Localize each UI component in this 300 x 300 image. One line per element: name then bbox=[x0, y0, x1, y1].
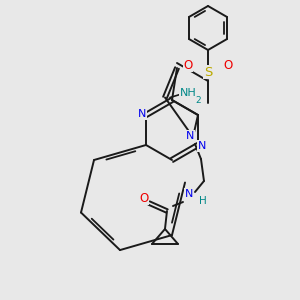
Text: N: N bbox=[138, 109, 146, 119]
Text: N: N bbox=[186, 131, 194, 141]
Text: O: O bbox=[183, 58, 193, 71]
Text: N: N bbox=[198, 141, 206, 151]
Text: O: O bbox=[140, 191, 148, 205]
Text: O: O bbox=[224, 58, 232, 71]
Text: N: N bbox=[185, 189, 193, 199]
Text: 2: 2 bbox=[195, 96, 201, 105]
Text: H: H bbox=[199, 196, 207, 206]
Text: S: S bbox=[204, 65, 212, 79]
Text: NH: NH bbox=[180, 88, 196, 98]
